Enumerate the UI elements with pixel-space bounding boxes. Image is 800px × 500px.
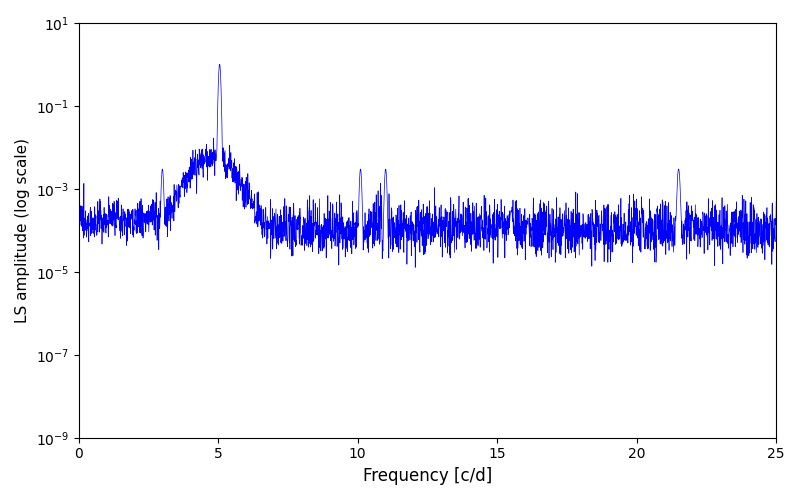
- Y-axis label: LS amplitude (log scale): LS amplitude (log scale): [15, 138, 30, 323]
- X-axis label: Frequency [c/d]: Frequency [c/d]: [363, 467, 492, 485]
